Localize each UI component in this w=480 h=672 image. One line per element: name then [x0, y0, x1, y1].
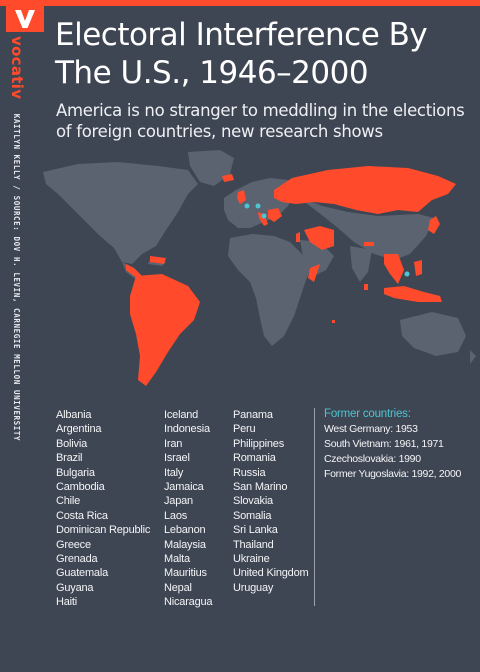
page-subtitle: America is no stranger to meddling in th… [56, 100, 471, 142]
marker-south-vietnam [404, 271, 410, 277]
list-item: Greece [56, 538, 91, 551]
list-item: Bulgaria [56, 466, 95, 479]
list-item: Somalia [233, 509, 272, 522]
list-item: Argentina [56, 423, 102, 436]
list-item: Former Yugoslavia: 1992, 2000 [324, 468, 462, 480]
list-item: Malta [164, 553, 190, 566]
list-item: Malaysia [164, 538, 206, 551]
list-item: Lebanon [164, 524, 206, 537]
balkans-shape [268, 208, 282, 222]
iceland-shape [222, 174, 234, 182]
se-asia-shape [384, 254, 404, 284]
list-item: Jamaica [164, 481, 204, 494]
africa-land [228, 234, 312, 346]
list-item: Cambodia [56, 481, 105, 494]
india-land [350, 246, 372, 282]
nepal-shape [364, 242, 374, 246]
list-item: Ukraine [233, 553, 270, 566]
list-item: Costa Rica [56, 509, 108, 522]
italy-shape [258, 212, 268, 226]
list-item: Mauritius [164, 567, 207, 580]
list-item: Nepal [164, 581, 192, 594]
list-item: Bolivia [56, 437, 88, 450]
former-countries-list: West Germany: 1953 South Vietnam: 1961, … [324, 422, 480, 482]
list-item: West Germany: 1953 [324, 423, 418, 435]
marker-west-germany [244, 203, 250, 209]
list-item: Iceland [164, 409, 199, 421]
country-list-column-3: Panama Peru Philippines Romania Russia S… [233, 408, 309, 595]
brand-name: vocativ [8, 36, 26, 100]
indonesia-shape [384, 286, 442, 302]
list-item: Japan [164, 495, 193, 508]
philippines-shape [414, 260, 422, 276]
somalia-shape [308, 264, 320, 282]
former-countries-section: Former countries: West Germany: 1953 Sou… [324, 407, 480, 482]
list-item: Romania [233, 452, 276, 465]
list-item: Thailand [233, 538, 274, 551]
list-item: Guatemala [56, 567, 109, 580]
side-credit: vocativ KAITLYN KELLY / SOURCE: DOV H. L… [2, 36, 26, 441]
list-item: Sri Lanka [233, 524, 278, 537]
list-item: United Kingdom [233, 567, 309, 580]
uk-shape [237, 190, 246, 204]
marker-yugoslavia [261, 213, 267, 219]
list-item: San Marino [233, 481, 288, 494]
former-countries-heading: Former countries: [324, 408, 411, 420]
page-title: Electoral Interference By The U.S., 1946… [55, 16, 475, 92]
list-item: Grenada [56, 553, 98, 566]
list-item: Russia [233, 466, 266, 479]
list-item: Czechoslovakia: 1990 [324, 453, 421, 465]
list-item: Indonesia [164, 423, 210, 436]
top-accent-bar [0, 0, 480, 6]
subtitle-line-1: America is no stranger to meddling in th… [56, 101, 465, 120]
marker-czechoslovakia [255, 203, 261, 209]
list-item: Israel [164, 452, 190, 465]
title-line-2: The U.S., 1946–2000 [55, 55, 369, 91]
list-item: Peru [233, 423, 256, 436]
australia-land [400, 312, 466, 356]
v-logo-icon [15, 10, 35, 28]
subtitle-line-2: of foreign countries, new research shows [56, 122, 383, 141]
list-item: Slovakia [233, 495, 273, 508]
new-zealand-land [470, 350, 476, 364]
asia-land [294, 194, 434, 260]
column-divider [314, 408, 315, 606]
list-item: Italy [164, 466, 184, 479]
map-land [43, 150, 476, 364]
world-map [43, 150, 476, 386]
source-credit: KAITLYN KELLY / SOURCE: DOV H. LEVIN, CA… [12, 113, 21, 442]
caribbean-shape [150, 256, 166, 264]
list-item: Chile [56, 495, 81, 508]
list-item: South Vietnam: 1961, 1971 [324, 438, 444, 450]
country-list-column-2: Iceland Indonesia Iran Israel Italy Jama… [164, 408, 213, 610]
title-line-1: Electoral Interference By [55, 17, 428, 53]
list-item: Philippines [233, 437, 285, 450]
list-item: Laos [164, 509, 188, 522]
north-america-land [43, 162, 198, 264]
map-interference-countries [126, 166, 456, 386]
vocativ-logo [6, 6, 44, 32]
list-item: Nicaragua [164, 596, 213, 609]
arabia-land [300, 240, 334, 276]
japan-shape [428, 216, 440, 234]
south-america-shape [130, 274, 200, 386]
list-item: Guyana [56, 581, 94, 594]
list-item: Iran [164, 437, 183, 450]
country-list-column-1: Albania Argentina Bolivia Brazil Bulgari… [56, 408, 150, 610]
list-item: Albania [56, 409, 92, 421]
list-item: Haiti [56, 596, 78, 609]
mauritius-shape [332, 320, 335, 323]
iran-shape [304, 226, 334, 250]
list-item: Uruguay [233, 581, 274, 594]
list-item: Panama [233, 409, 273, 421]
list-item: Brazil [56, 452, 83, 465]
levant-shape [296, 232, 300, 242]
former-country-markers [244, 203, 410, 277]
sri-lanka-shape [364, 284, 368, 290]
russia-shape [274, 166, 456, 214]
list-item: Dominican Republic [56, 524, 151, 537]
